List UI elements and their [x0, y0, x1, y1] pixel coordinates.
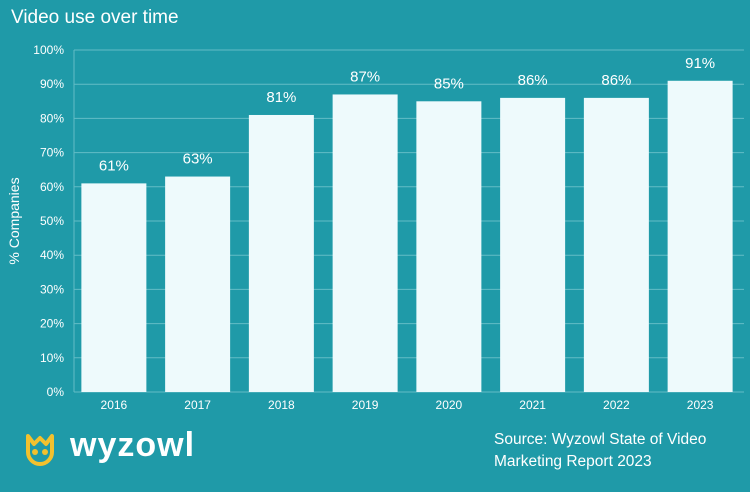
y-tick-label: 80% [40, 111, 64, 125]
y-tick-label: 10% [40, 351, 64, 365]
bar [667, 80, 733, 392]
chart-title: Video use over time [11, 7, 179, 28]
x-tick-label: 2020 [436, 398, 463, 412]
y-tick-label: 60% [40, 180, 64, 194]
x-tick-label: 2016 [101, 398, 128, 412]
data-label: 91% [685, 55, 715, 72]
bar [248, 114, 314, 392]
data-label: 85% [434, 75, 464, 92]
y-tick-label: 100% [33, 43, 64, 57]
x-tick-label: 2023 [687, 398, 714, 412]
y-tick-label: 70% [40, 146, 64, 160]
bar [583, 97, 649, 392]
data-label: 87% [350, 68, 380, 85]
data-label: 61% [99, 157, 129, 174]
owl-icon [26, 434, 54, 466]
data-label: 86% [601, 72, 631, 89]
bar [416, 101, 482, 393]
y-tick-label: 40% [40, 248, 64, 262]
x-tick-label: 2019 [352, 398, 379, 412]
y-tick-label: 20% [40, 317, 64, 331]
x-tick-label: 2017 [184, 398, 211, 412]
x-tick-label: 2022 [603, 398, 630, 412]
data-label: 63% [183, 151, 213, 168]
bar [165, 176, 231, 392]
bar [500, 97, 566, 392]
y-tick-label: 50% [40, 214, 64, 228]
bar [81, 183, 147, 392]
source-note: Source: Wyzowl State of Video Marketing … [494, 429, 744, 473]
data-label: 81% [266, 89, 296, 106]
data-label: 86% [518, 72, 548, 89]
bar-chart: 0% 10% 20% 30% 40% 50% 60% 70% 80% 90% 100% % Compa… [6, 43, 744, 412]
x-tick-label: 2018 [268, 398, 295, 412]
bar [332, 94, 398, 393]
y-tick-label: 0% [47, 385, 65, 399]
y-tick-label: 30% [40, 282, 64, 296]
x-tick-label: 2021 [519, 398, 546, 412]
y-axis-title: % Companies [6, 177, 22, 264]
source-line-1: Source: Wyzowl State of Video [494, 431, 707, 448]
brand-logo-text: wyzowl [70, 426, 196, 464]
y-tick-label: 90% [40, 77, 64, 91]
source-line-2: Marketing Report 2023 [494, 453, 652, 470]
